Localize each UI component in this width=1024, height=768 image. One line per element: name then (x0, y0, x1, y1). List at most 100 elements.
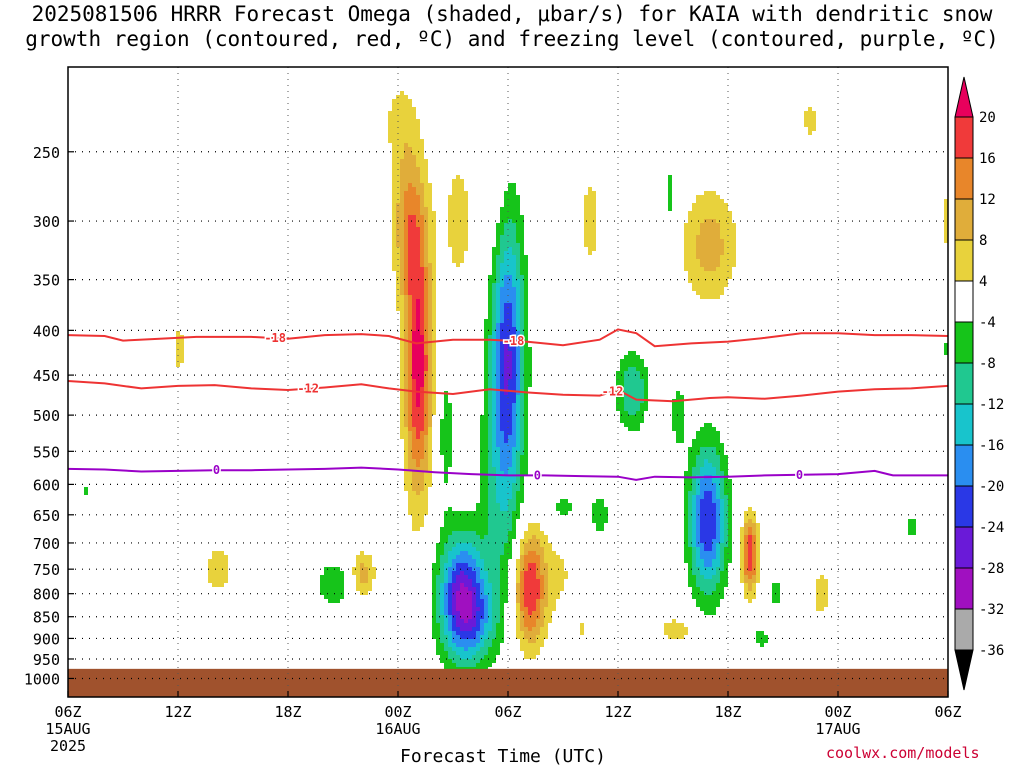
omega-cell (540, 575, 544, 579)
omega-cell (716, 591, 720, 595)
omega-cell (440, 575, 444, 579)
omega-cell (632, 391, 636, 395)
omega-cell (716, 435, 720, 439)
omega-cell (416, 507, 420, 511)
omega-cell (416, 459, 420, 463)
omega-cell (424, 319, 428, 323)
omega-cell (500, 399, 504, 403)
omega-cell (676, 627, 680, 631)
omega-cell (448, 235, 452, 239)
omega-cell (420, 519, 424, 523)
omega-cell (684, 503, 688, 507)
omega-cell (688, 495, 692, 499)
omega-cell (540, 619, 544, 623)
omega-cell (416, 367, 420, 371)
omega-cell (460, 655, 464, 659)
omega-cell (484, 395, 488, 399)
omega-cell (480, 567, 484, 571)
omega-cell (500, 331, 504, 335)
omega-cell (504, 451, 508, 455)
omega-cell (524, 615, 528, 619)
omega-cell (592, 519, 596, 523)
omega-cell (460, 219, 464, 223)
omega-cell (412, 455, 416, 459)
omega-cell (420, 139, 424, 143)
omega-cell (364, 575, 368, 579)
omega-cell (424, 499, 428, 503)
omega-cell (500, 431, 504, 435)
omega-cell (724, 515, 728, 519)
omega-cell (484, 339, 488, 343)
omega-cell (496, 447, 500, 451)
omega-cell (500, 539, 504, 543)
omega-cell (408, 431, 412, 435)
omega-cell (492, 355, 496, 359)
omega-cell (748, 543, 752, 547)
omega-cell (428, 475, 432, 479)
omega-cell (484, 571, 488, 575)
omega-cell (668, 203, 672, 207)
omega-cell (708, 551, 712, 555)
omega-cell (504, 551, 508, 555)
omega-cell (636, 359, 640, 363)
omega-cell (492, 655, 496, 659)
omega-cell (452, 647, 456, 651)
omega-cell (416, 223, 420, 227)
omega-cell (520, 359, 524, 363)
omega-cell (360, 579, 364, 583)
omega-cell (412, 115, 416, 119)
omega-cell (516, 415, 520, 419)
omega-cell (684, 511, 688, 515)
omega-cell (488, 471, 492, 475)
omega-cell (504, 415, 508, 419)
omega-cell (548, 555, 552, 559)
omega-cell (716, 219, 720, 223)
omega-cell (484, 551, 488, 555)
omega-cell (484, 367, 488, 371)
omega-cell (508, 287, 512, 291)
omega-cell (480, 419, 484, 423)
omega-cell (528, 595, 532, 599)
omega-cell (496, 419, 500, 423)
omega-cell (496, 527, 500, 531)
omega-cell (696, 531, 700, 535)
omega-cell (500, 639, 504, 643)
omega-cell (440, 631, 444, 635)
omega-cell (588, 223, 592, 227)
omega-cell (488, 483, 492, 487)
omega-cell (584, 231, 588, 235)
omega-cell (724, 479, 728, 483)
omega-cell (392, 163, 396, 167)
omega-cell (428, 415, 432, 419)
omega-cell (520, 547, 524, 551)
omega-cell (320, 583, 324, 587)
omega-cell (724, 255, 728, 259)
omega-cell (416, 343, 420, 347)
omega-cell (420, 423, 424, 427)
omega-cell (336, 583, 340, 587)
omega-cell (908, 523, 912, 527)
chart-title-line2: growth region (contoured, red, ºC) and f… (25, 27, 999, 51)
omega-cell (520, 335, 524, 339)
omega-cell (324, 571, 328, 575)
colorbar-swatch (954, 157, 974, 200)
omega-cell (496, 391, 500, 395)
omega-cell (508, 475, 512, 479)
omega-cell (472, 631, 476, 635)
omega-cell (396, 303, 400, 307)
omega-cell (500, 295, 504, 299)
omega-cell (696, 535, 700, 539)
omega-cell (416, 423, 420, 427)
omega-cell (692, 455, 696, 459)
omega-cell (708, 527, 712, 531)
omega-cell (640, 387, 644, 391)
omega-cell (712, 583, 716, 587)
omega-cell (676, 415, 680, 419)
omega-cell (688, 519, 692, 523)
omega-cell (708, 455, 712, 459)
omega-cell (720, 523, 724, 527)
omega-cell (748, 591, 752, 595)
omega-cell (496, 483, 500, 487)
omega-cell (520, 307, 524, 311)
omega-cell (712, 563, 716, 567)
